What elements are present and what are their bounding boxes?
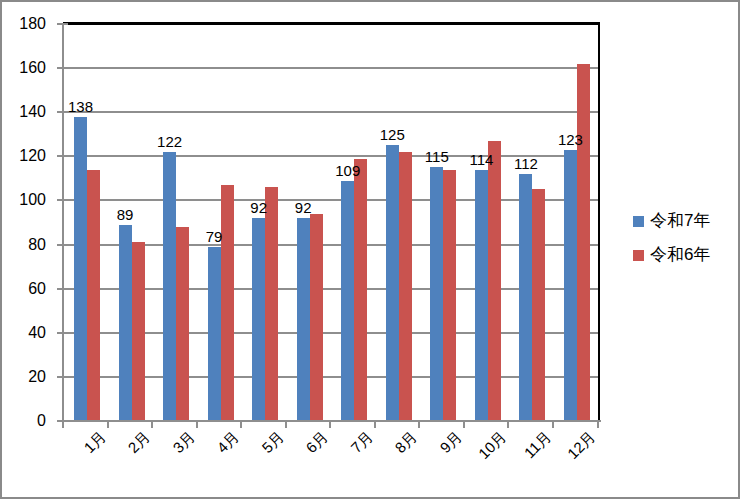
- y-axis-label: 140: [0, 102, 46, 121]
- bar-value-label: 92: [295, 199, 312, 217]
- bar-value-label: 114: [469, 151, 493, 169]
- bar-series1-9[interactable]: [430, 167, 443, 421]
- bar-value-label: 112: [514, 155, 538, 173]
- bar-series1-1[interactable]: [74, 117, 87, 421]
- y-axis-tick: [57, 199, 68, 201]
- legend-label: 令和7年: [650, 211, 710, 231]
- y-axis-tick: [57, 23, 68, 25]
- x-axis-label-1: 1月: [80, 428, 109, 457]
- bar-series2-9[interactable]: [443, 170, 456, 421]
- bar-value-label: 92: [250, 199, 267, 217]
- bar-series2-3[interactable]: [176, 227, 189, 421]
- y-axis-label: 20: [0, 367, 46, 386]
- bar-value-label: 89: [117, 206, 134, 224]
- bar-series2-8[interactable]: [399, 152, 412, 421]
- y-axis-label: 60: [0, 279, 46, 298]
- gridline-140: [63, 111, 598, 113]
- y-axis-line: [62, 23, 64, 421]
- x-axis-label-11: 11月: [520, 428, 554, 462]
- legend-label: 令和6年: [650, 245, 710, 265]
- x-axis-tick: [107, 422, 109, 428]
- x-axis-tick: [463, 422, 465, 428]
- bar-series1-4[interactable]: [208, 247, 221, 421]
- x-axis-tick: [552, 422, 554, 428]
- x-axis-tick: [240, 422, 242, 428]
- x-axis-label-6: 6月: [303, 428, 332, 457]
- bar-series1-6[interactable]: [297, 218, 310, 421]
- bar-value-label: 138: [68, 98, 93, 116]
- y-axis-label: 80: [0, 235, 46, 254]
- legend-swatch-icon: [633, 250, 644, 261]
- y-axis-tick: [57, 332, 68, 334]
- x-axis-tick: [597, 422, 599, 428]
- bar-series1-8[interactable]: [386, 145, 399, 421]
- legend-item-series2[interactable]: 令和6年: [633, 241, 710, 269]
- bar-series2-11[interactable]: [532, 189, 545, 421]
- y-axis-tick: [57, 244, 68, 246]
- x-axis-label-2: 2月: [125, 428, 154, 457]
- y-axis-tick: [57, 288, 68, 290]
- gridline-100: [63, 199, 598, 201]
- bar-series2-5[interactable]: [265, 187, 278, 421]
- bar-series2-4[interactable]: [221, 185, 234, 421]
- y-axis-tick: [57, 155, 68, 157]
- x-axis-label-4: 4月: [214, 428, 243, 457]
- bar-series1-2[interactable]: [119, 225, 132, 421]
- y-axis-label: 120: [0, 146, 46, 165]
- x-axis-label-10: 10月: [475, 428, 510, 463]
- bar-series1-7[interactable]: [341, 181, 354, 421]
- x-axis-tick: [507, 422, 509, 428]
- legend: 令和7年令和6年: [633, 207, 710, 275]
- bar-series2-10[interactable]: [488, 141, 501, 421]
- bar-value-label: 79: [206, 228, 223, 246]
- x-axis-tick: [196, 422, 198, 428]
- chart-outer-border: [0, 0, 740, 499]
- bar-chart: 令和7年令和6年 0 20 40 60 80 100 120 140 160 180 138 1月 89…: [0, 0, 740, 499]
- bar-series1-12[interactable]: [564, 150, 577, 421]
- gridline-160: [63, 67, 598, 69]
- x-axis-label-12: 12月: [564, 428, 599, 463]
- bar-value-label: 125: [380, 126, 405, 144]
- y-axis-label: 180: [0, 14, 46, 33]
- y-axis-tick: [57, 376, 68, 378]
- x-axis-label-3: 3月: [169, 428, 198, 457]
- x-axis-label-7: 7月: [347, 428, 376, 457]
- x-axis-tick: [329, 422, 331, 428]
- legend-item-series1[interactable]: 令和7年: [633, 207, 710, 235]
- bar-series2-12[interactable]: [577, 64, 590, 421]
- bar-value-label: 123: [558, 131, 583, 149]
- bar-series2-2[interactable]: [132, 242, 145, 421]
- y-axis-label: 160: [0, 58, 46, 77]
- x-axis-tick: [418, 422, 420, 428]
- y-axis-label: 100: [0, 190, 46, 209]
- bar-series1-10[interactable]: [475, 170, 488, 421]
- bar-value-label: 109: [335, 162, 360, 180]
- y-axis-label: 0: [0, 411, 46, 430]
- plot-border-top: [63, 22, 600, 25]
- bar-value-label: 115: [425, 148, 449, 166]
- x-axis-label-5: 5月: [258, 428, 287, 457]
- y-axis-tick: [57, 111, 68, 113]
- legend-swatch-icon: [633, 216, 644, 227]
- bar-value-label: 122: [157, 133, 182, 151]
- bar-series1-5[interactable]: [252, 218, 265, 421]
- bar-series2-1[interactable]: [87, 170, 100, 421]
- y-axis-label: 40: [0, 323, 46, 342]
- bar-series2-7[interactable]: [354, 159, 367, 421]
- x-axis-tick: [151, 422, 153, 428]
- bar-series1-3[interactable]: [163, 152, 176, 421]
- plot-border-right: [598, 22, 600, 422]
- y-axis-tick: [57, 67, 68, 69]
- x-axis-label-9: 9月: [436, 428, 465, 457]
- x-axis-tick: [62, 422, 64, 428]
- bar-series2-6[interactable]: [310, 214, 323, 421]
- bar-series1-11[interactable]: [519, 174, 532, 421]
- x-axis-tick: [285, 422, 287, 428]
- x-axis-label-8: 8月: [392, 428, 421, 457]
- x-axis-tick: [374, 422, 376, 428]
